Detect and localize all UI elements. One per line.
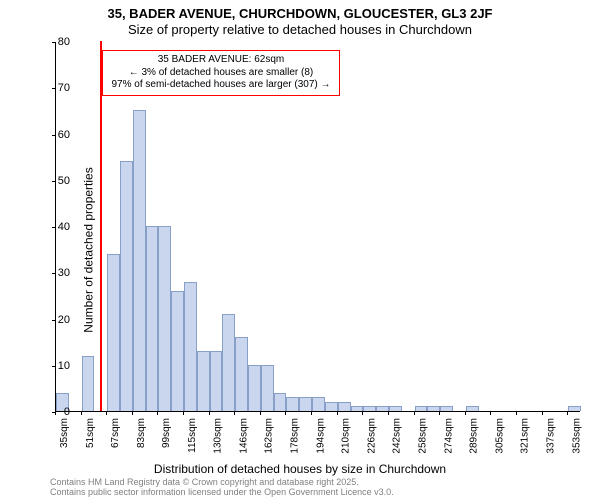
histogram-bar (312, 397, 325, 411)
x-tick-label: 258sqm (418, 418, 429, 454)
histogram-bar (376, 406, 389, 411)
histogram-bar (184, 282, 197, 412)
histogram-bar (427, 406, 440, 411)
y-tick-label: 10 (58, 360, 70, 372)
histogram-bar (274, 393, 287, 412)
histogram-bar (261, 365, 274, 411)
x-tick-label: 162sqm (264, 418, 275, 454)
histogram-bar (286, 397, 299, 411)
x-tick-label: 115sqm (187, 418, 198, 453)
x-tick-label: 194sqm (315, 418, 326, 454)
y-tick-mark (52, 42, 55, 43)
x-tick-mark (414, 412, 415, 415)
chart-title-sub: Size of property relative to detached ho… (0, 22, 600, 37)
chart-title-main: 35, BADER AVENUE, CHURCHDOWN, GLOUCESTER… (0, 6, 600, 21)
x-tick-label: 146sqm (238, 418, 249, 454)
x-axis-label: Distribution of detached houses by size … (0, 462, 600, 476)
histogram-bar (107, 254, 120, 411)
x-tick-label: 178sqm (290, 418, 301, 454)
x-tick-mark (388, 412, 389, 415)
x-tick-label: 353sqm (571, 418, 582, 454)
annotation-box: 35 BADER AVENUE: 62sqm ← 3% of detached … (102, 50, 340, 96)
y-tick-label: 40 (58, 221, 70, 233)
y-tick-mark (52, 366, 55, 367)
y-tick-label: 30 (58, 267, 70, 279)
x-tick-label: 130sqm (213, 418, 224, 454)
x-tick-mark (209, 412, 210, 415)
y-tick-label: 20 (58, 314, 70, 326)
histogram-bar (197, 351, 210, 411)
x-tick-mark (439, 412, 440, 415)
x-tick-mark (285, 412, 286, 415)
y-tick-mark (52, 135, 55, 136)
x-tick-mark (132, 412, 133, 415)
x-tick-label: 51sqm (85, 418, 96, 448)
histogram-bar (325, 402, 338, 411)
y-tick-label: 60 (58, 129, 70, 141)
annotation-line1: 35 BADER AVENUE: 62sqm (108, 54, 334, 67)
x-tick-mark (260, 412, 261, 415)
x-tick-mark (516, 412, 517, 415)
plot-area: 35 BADER AVENUE: 62sqm ← 3% of detached … (55, 42, 580, 412)
histogram-bar (248, 365, 261, 411)
footer-line2: Contains public sector information licen… (50, 488, 394, 498)
annotation-line3: 97% of semi-detached houses are larger (… (108, 79, 334, 92)
histogram-bar (120, 161, 133, 411)
y-tick-mark (52, 88, 55, 89)
histogram-bar (210, 351, 223, 411)
x-tick-mark (337, 412, 338, 415)
x-tick-label: 274sqm (443, 418, 454, 454)
histogram-bar (299, 397, 312, 411)
footer: Contains HM Land Registry data © Crown c… (50, 478, 394, 498)
x-tick-mark (106, 412, 107, 415)
histogram-bar (146, 226, 159, 411)
x-tick-label: 83sqm (136, 418, 147, 448)
x-tick-mark (183, 412, 184, 415)
x-tick-mark (542, 412, 543, 415)
x-tick-label: 99sqm (161, 418, 172, 448)
subject-marker-line (100, 41, 102, 411)
y-tick-label: 50 (58, 175, 70, 187)
x-tick-mark (55, 412, 56, 415)
histogram-bar (171, 291, 184, 411)
x-tick-label: 337sqm (546, 418, 557, 454)
x-tick-label: 242sqm (392, 418, 403, 454)
x-tick-label: 305sqm (494, 418, 505, 454)
x-tick-mark (157, 412, 158, 415)
x-tick-label: 67sqm (110, 418, 121, 448)
histogram-bar (389, 406, 402, 411)
y-tick-label: 80 (58, 36, 70, 48)
histogram-bar (222, 314, 235, 411)
x-tick-label: 35sqm (59, 418, 70, 448)
histogram-bar (363, 406, 376, 411)
y-tick-label: 70 (58, 82, 70, 94)
histogram-bar (466, 406, 479, 411)
x-tick-mark (362, 412, 363, 415)
annotation-line2: ← 3% of detached houses are smaller (8) (108, 67, 334, 80)
histogram-bar (351, 406, 364, 411)
x-tick-mark (465, 412, 466, 415)
histogram-bar (82, 356, 95, 412)
x-tick-label: 226sqm (366, 418, 377, 454)
histogram-bar (415, 406, 428, 411)
y-tick-mark (52, 181, 55, 182)
x-tick-label: 210sqm (341, 418, 352, 454)
histogram-bar (440, 406, 453, 411)
x-tick-mark (234, 412, 235, 415)
histogram-bar (568, 406, 581, 411)
histogram-bar (158, 226, 171, 411)
histogram-bar (133, 110, 146, 411)
x-tick-mark (567, 412, 568, 415)
histogram-bar (338, 402, 351, 411)
x-tick-mark (81, 412, 82, 415)
y-tick-mark (52, 320, 55, 321)
x-tick-mark (311, 412, 312, 415)
y-tick-mark (52, 227, 55, 228)
histogram-bar (235, 337, 248, 411)
x-tick-mark (490, 412, 491, 415)
y-tick-mark (52, 273, 55, 274)
x-tick-label: 321sqm (520, 418, 531, 454)
x-tick-label: 289sqm (469, 418, 480, 454)
y-tick-label: 0 (64, 406, 70, 418)
